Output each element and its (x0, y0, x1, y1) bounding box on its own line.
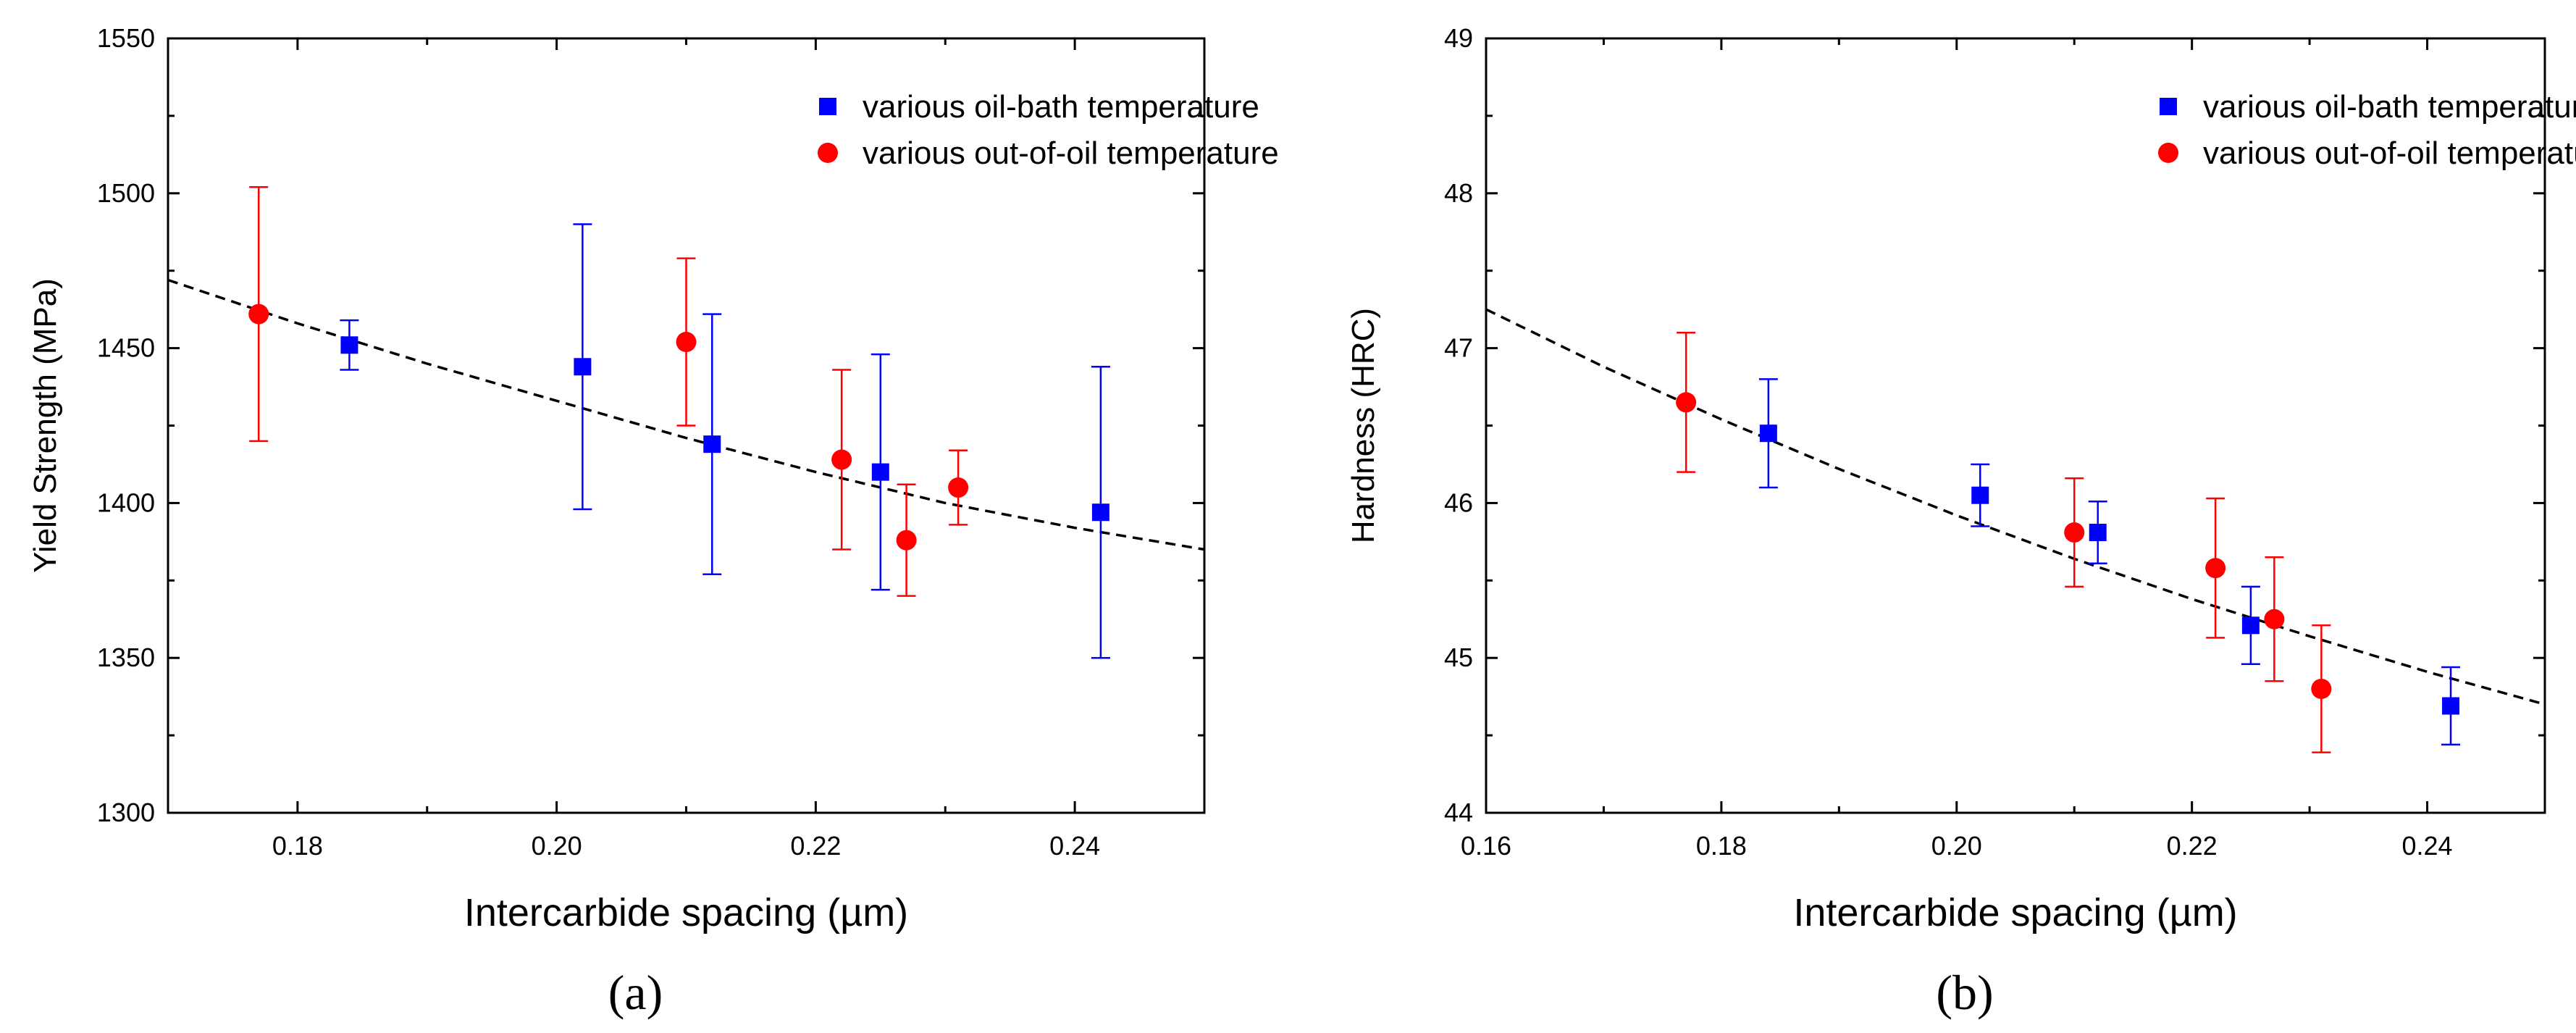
y-tick-label: 44 (1444, 798, 1473, 827)
data-point-square (2089, 524, 2107, 542)
data-point-circle (2311, 678, 2332, 699)
data-point-circle (896, 530, 917, 551)
x-tick-label: 0.24 (2402, 831, 2453, 861)
y-axis-title: Hardness (HRC) (1346, 308, 1381, 543)
x-tick-label: 0.22 (790, 831, 841, 861)
y-axis-title: Yield Strength (MPa) (28, 278, 63, 573)
data-point-square (574, 358, 592, 376)
x-tick-label: 0.24 (1049, 831, 1100, 861)
data-point-square (703, 435, 721, 453)
x-tick-label: 0.18 (1696, 831, 1747, 861)
data-point-circle (248, 304, 269, 325)
x-tick-label: 0.20 (532, 831, 582, 861)
data-point-square (1091, 503, 1109, 522)
data-point-square (2442, 697, 2460, 715)
panel-a-yield-strength-chart: 0.18 0.20 0.22 0.24 1300 1350 1400 1450 1500 1550… (28, 23, 1279, 1020)
x-axis-title: Intercarbide spacing (µm) (1793, 891, 2237, 934)
y-tick-label: 1300 (97, 798, 155, 827)
panel-b-hardness-chart: 0.16 0.18 0.20 0.22 0.24 44 45 46 47 48 49 Intercar… (1346, 23, 2576, 1020)
data-point-square (1759, 425, 1777, 443)
y-tick-label: 46 (1444, 488, 1473, 517)
data-point-circle (2205, 558, 2226, 579)
legend-label: various oil-bath temperature (2203, 89, 2576, 125)
data-point-circle (676, 332, 697, 353)
data-point-square (340, 336, 358, 354)
y-tick-label: 1350 (97, 643, 155, 672)
y-tick-label: 47 (1444, 333, 1473, 363)
legend-marker-circle (818, 143, 838, 163)
data-point-square (2241, 616, 2260, 635)
y-tick-label: 1500 (97, 178, 155, 208)
legend-label: various oil-bath temperature (863, 89, 1259, 125)
panel-label: (a) (608, 965, 663, 1020)
data-point-circle (2264, 608, 2285, 630)
data-point-square (871, 463, 889, 481)
data-point-circle (2064, 522, 2085, 543)
y-tick-label: 1550 (97, 23, 155, 53)
legend-label: various out-of-oil temperature (863, 135, 1279, 171)
data-point-circle (948, 477, 969, 498)
legend-marker-square (2160, 98, 2177, 115)
y-tick-label: 48 (1444, 178, 1473, 208)
fit-curve (1485, 308, 2546, 706)
series-out-of-oil (1676, 331, 2332, 753)
legend-label: various out-of-oil temperature (2203, 135, 2576, 171)
x-tick-label: 0.20 (1931, 831, 1982, 861)
x-tick-label: 0.16 (1461, 831, 1511, 861)
legend-marker-circle (2158, 143, 2178, 163)
legend-marker-square (819, 98, 836, 115)
fit-curve (167, 278, 1205, 551)
x-tick-label: 0.22 (2167, 831, 2218, 861)
y-tick-label: 45 (1444, 643, 1473, 672)
data-point-circle (831, 449, 852, 470)
y-tick-label: 1400 (97, 488, 155, 517)
x-tick-label: 0.18 (272, 831, 323, 861)
data-point-circle (1676, 392, 1697, 413)
y-tick-label: 49 (1444, 23, 1473, 53)
series-oil-bath (1758, 378, 2461, 746)
y-tick-label: 1450 (97, 333, 155, 363)
x-axis-title: Intercarbide spacing (µm) (464, 891, 908, 934)
panel-label: (b) (1936, 965, 1993, 1020)
series-out-of-oil (248, 185, 969, 597)
data-point-square (1971, 486, 1989, 504)
series-oil-bath (340, 223, 1110, 659)
